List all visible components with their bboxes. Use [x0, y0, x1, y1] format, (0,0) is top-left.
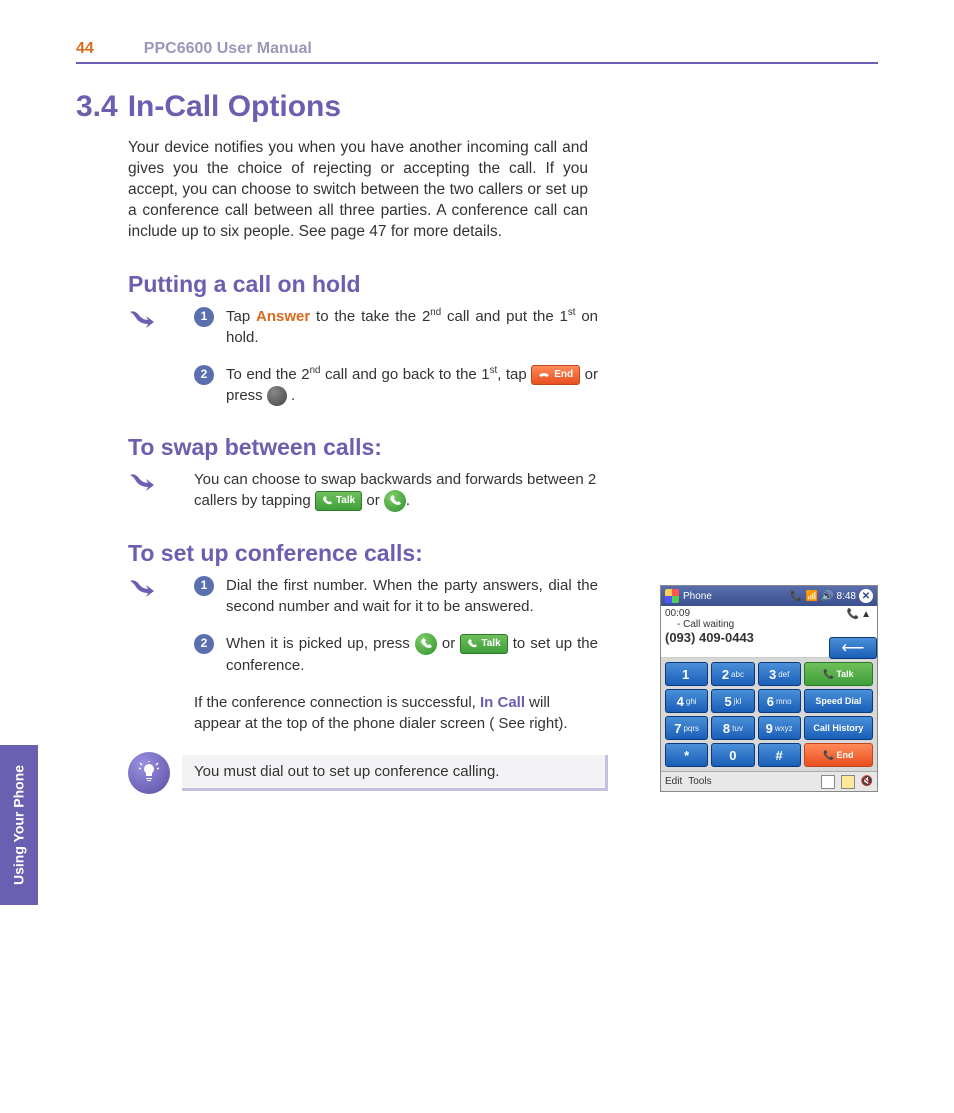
section-number: 3.4 — [76, 90, 118, 123]
phone-status-icons: 📞 📶 🔊 8:48 ✕ — [790, 589, 873, 603]
key-6[interactable]: 6mno — [758, 689, 801, 713]
key-hash[interactable]: # — [758, 743, 801, 767]
key-2[interactable]: 2abc — [711, 662, 754, 686]
subheading-hold: Putting a call on hold — [128, 271, 878, 298]
step-text: Dial the first number. When the party an… — [226, 575, 598, 617]
subheading-swap: To swap between calls: — [128, 434, 878, 461]
key-4[interactable]: 4ghi — [665, 689, 708, 713]
swap-body: You can choose to swap backwards and for… — [128, 469, 598, 512]
talk-hardware-button-icon — [384, 490, 406, 512]
phone-status-area: 📞▲ 00:09 - Call waiting (093) 409-0443 ⟵ — [661, 606, 877, 658]
signal-icon: 📶 — [806, 591, 818, 602]
key-1[interactable]: 1 — [665, 662, 708, 686]
phone-bottom-bar: Edit Tools 🔇 — [661, 771, 877, 791]
tip-box: You must dial out to set up conference c… — [182, 755, 608, 791]
key-call-history[interactable]: Call History — [804, 716, 873, 740]
section-title: 3.4 In-Call Options — [76, 90, 878, 124]
section-intro: Your device notifies you when you have a… — [128, 138, 588, 243]
step-text: Tap Answer to the take the 2nd call and … — [226, 306, 598, 348]
call-timer: 00:09 — [665, 608, 873, 619]
swap-text: You can choose to swap backwards and for… — [194, 469, 598, 512]
conf-step-2: 2 When it is picked up, press or Talk to… — [194, 633, 598, 676]
key-3[interactable]: 3def — [758, 662, 801, 686]
side-tab-chapter: Using Your Phone — [0, 745, 38, 905]
call-waiting-label: - Call waiting — [677, 619, 873, 630]
phone-screenshot: Phone 📞 📶 🔊 8:48 ✕ 📞▲ 00:09 - Call waiti… — [660, 585, 878, 792]
key-end[interactable]: 📞 End — [804, 743, 873, 767]
subheading-conference: To set up conference calls: — [128, 540, 878, 567]
talk-hardware-button-icon — [415, 633, 437, 655]
arrow-icon — [128, 471, 156, 495]
key-8[interactable]: 8tuv — [711, 716, 754, 740]
phone-app-title: Phone — [683, 591, 712, 602]
arrow-icon — [128, 577, 156, 601]
key-talk[interactable]: 📞 Talk — [804, 662, 873, 686]
step-text: To end the 2nd call and go back to the 1… — [226, 364, 598, 406]
key-9[interactable]: 9wxyz — [758, 716, 801, 740]
key-star[interactable]: * — [665, 743, 708, 767]
phone-keypad: 1 2abc 3def 📞 Talk 4ghi 5jkl 6mno Speed … — [661, 658, 877, 771]
step-number-icon: 1 — [194, 307, 214, 327]
edit-menu[interactable]: Edit — [665, 776, 682, 787]
phone-titlebar: Phone 📞 📶 🔊 8:48 ✕ — [661, 586, 877, 606]
phone-indicators: 📞▲ — [847, 609, 871, 620]
key-speed-dial[interactable]: Speed Dial — [804, 689, 873, 713]
hold-steps: 1 Tap Answer to the take the 2nd call an… — [128, 306, 598, 406]
close-icon: ✕ — [859, 589, 873, 603]
mute-icon[interactable]: 🔇 — [861, 776, 873, 787]
hold-step-2: 2 To end the 2nd call and go back to the… — [194, 364, 598, 406]
conference-note: If the conference connection is successf… — [194, 692, 598, 734]
contacts-icon[interactable] — [821, 775, 835, 789]
conf-step-1: 1 Dial the first number. When the party … — [194, 575, 598, 617]
notes-icon[interactable] — [841, 775, 855, 789]
key-0[interactable]: 0 — [711, 743, 754, 767]
key-7[interactable]: 7pqrs — [665, 716, 708, 740]
lightbulb-icon — [128, 752, 170, 794]
phone-clock: 8:48 — [837, 591, 856, 602]
page-number: 44 — [76, 40, 94, 58]
step-text: When it is picked up, press or Talk to s… — [226, 633, 598, 676]
step-number-icon: 2 — [194, 365, 214, 385]
hardware-button-icon — [267, 386, 287, 406]
hold-step-1: 1 Tap Answer to the take the 2nd call an… — [194, 306, 598, 348]
start-icon — [665, 589, 679, 603]
backspace-button[interactable]: ⟵ — [829, 637, 877, 659]
step-number-icon: 2 — [194, 634, 214, 654]
talk-button-icon: Talk — [315, 491, 362, 511]
manual-title: PPC6600 User Manual — [144, 40, 312, 58]
phone-icon: 📞 — [790, 591, 802, 602]
talk-button-icon: Talk — [460, 634, 507, 654]
in-call-highlight: In Call — [480, 694, 525, 711]
page-header: 44 PPC6600 User Manual — [76, 40, 878, 64]
tools-menu[interactable]: Tools — [688, 776, 711, 787]
section-heading: In-Call Options — [128, 90, 341, 123]
arrow-icon — [128, 308, 156, 332]
speaker-icon: 🔊 — [821, 591, 833, 602]
answer-highlight: Answer — [256, 308, 310, 325]
end-button-icon: End — [531, 365, 580, 385]
conference-steps: 1 Dial the first number. When the party … — [128, 575, 598, 734]
key-5[interactable]: 5jkl — [711, 689, 754, 713]
step-number-icon: 1 — [194, 576, 214, 596]
tip-row: You must dial out to set up conference c… — [128, 752, 608, 794]
